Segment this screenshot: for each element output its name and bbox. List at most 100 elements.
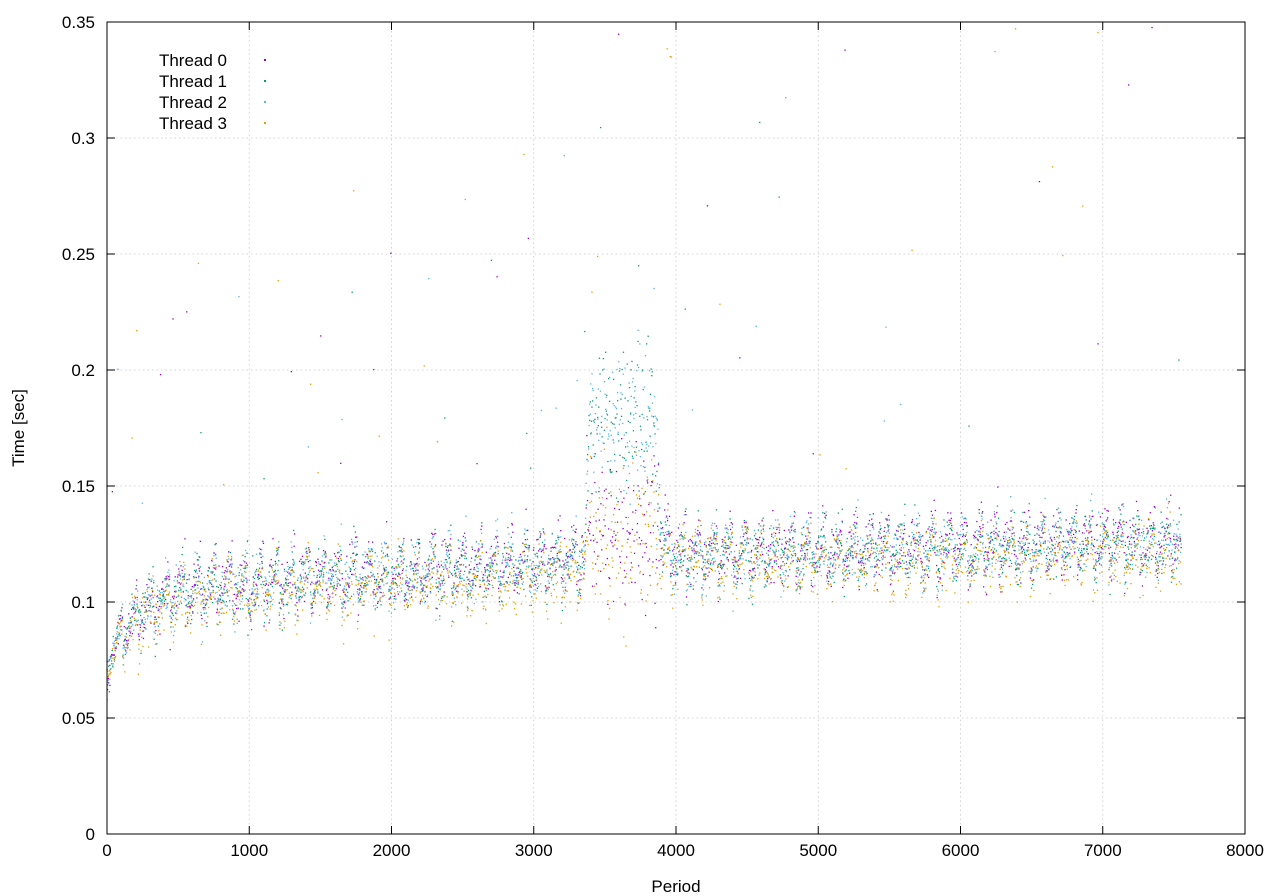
data-point xyxy=(399,550,401,553)
data-point xyxy=(916,543,918,545)
data-point xyxy=(552,584,554,586)
data-point xyxy=(869,514,871,516)
data-point xyxy=(841,520,843,522)
data-point xyxy=(784,537,787,539)
data-point xyxy=(460,577,462,579)
data-point xyxy=(796,567,798,569)
data-point xyxy=(275,573,277,576)
data-point xyxy=(771,535,773,537)
data-point xyxy=(459,576,461,578)
data-point xyxy=(216,585,218,588)
data-point xyxy=(416,558,419,560)
data-point xyxy=(861,562,863,564)
data-point xyxy=(138,648,140,650)
data-point xyxy=(294,613,296,615)
data-point xyxy=(583,546,585,548)
data-point xyxy=(1010,510,1012,512)
data-point xyxy=(561,578,564,580)
data-point xyxy=(657,462,660,464)
data-point xyxy=(147,578,150,580)
data-point xyxy=(784,556,786,559)
data-point xyxy=(401,569,404,572)
data-point xyxy=(1107,510,1109,512)
data-point xyxy=(613,442,615,444)
data-point xyxy=(717,548,719,551)
data-point xyxy=(648,407,650,409)
data-point xyxy=(783,564,785,567)
data-point xyxy=(325,555,327,557)
data-point xyxy=(418,563,420,565)
data-point xyxy=(680,555,682,557)
data-point xyxy=(221,575,223,577)
data-point xyxy=(917,541,919,543)
data-point xyxy=(242,554,244,556)
data-point xyxy=(686,570,688,572)
data-point xyxy=(719,598,721,600)
data-point xyxy=(133,603,135,606)
data-point xyxy=(611,542,613,544)
data-point xyxy=(476,463,478,465)
data-point xyxy=(745,559,747,561)
data-point xyxy=(590,457,593,459)
data-point xyxy=(337,559,340,562)
data-point xyxy=(284,589,286,591)
data-point xyxy=(352,573,354,576)
data-point xyxy=(1152,526,1154,528)
data-point xyxy=(115,638,117,640)
data-point xyxy=(959,549,961,551)
data-point xyxy=(605,408,607,410)
data-point xyxy=(443,568,445,570)
data-point xyxy=(854,521,856,524)
data-point xyxy=(733,571,735,573)
data-point xyxy=(1065,561,1067,563)
data-point xyxy=(559,565,561,568)
data-point xyxy=(378,561,380,563)
data-point xyxy=(456,565,458,567)
data-point xyxy=(784,580,786,582)
data-point xyxy=(560,536,562,538)
data-point xyxy=(297,577,299,579)
data-point xyxy=(283,584,285,586)
data-point xyxy=(996,505,999,507)
data-point xyxy=(528,545,531,547)
data-point xyxy=(179,575,182,577)
data-point xyxy=(353,569,356,571)
data-point xyxy=(591,373,593,375)
data-point xyxy=(586,454,589,456)
data-point xyxy=(242,589,245,591)
data-point xyxy=(398,572,400,574)
data-point xyxy=(205,598,207,600)
data-point xyxy=(645,441,647,443)
data-point xyxy=(1104,508,1106,510)
data-point xyxy=(402,578,404,580)
data-point xyxy=(828,580,830,583)
data-point xyxy=(339,584,341,586)
data-point xyxy=(1177,544,1179,546)
data-point xyxy=(810,579,812,582)
data-point xyxy=(586,499,589,502)
data-point xyxy=(1116,536,1119,538)
data-point xyxy=(787,555,789,558)
data-point xyxy=(758,564,760,566)
data-point xyxy=(843,595,845,598)
data-point xyxy=(531,573,533,576)
data-point xyxy=(274,560,276,563)
data-point xyxy=(639,425,642,427)
data-point xyxy=(1026,550,1029,552)
data-point xyxy=(415,563,417,565)
data-point xyxy=(1163,536,1165,538)
data-point xyxy=(624,603,626,605)
data-point xyxy=(946,534,949,536)
data-point xyxy=(299,560,301,562)
data-point xyxy=(724,527,726,529)
data-point xyxy=(936,564,938,567)
data-point xyxy=(1168,524,1170,526)
data-point xyxy=(323,553,325,555)
data-point xyxy=(379,587,382,589)
data-point xyxy=(1149,525,1151,527)
data-point xyxy=(187,602,190,604)
data-point xyxy=(1150,558,1153,561)
data-point xyxy=(501,583,503,586)
data-point xyxy=(472,581,474,583)
data-point xyxy=(328,586,330,588)
